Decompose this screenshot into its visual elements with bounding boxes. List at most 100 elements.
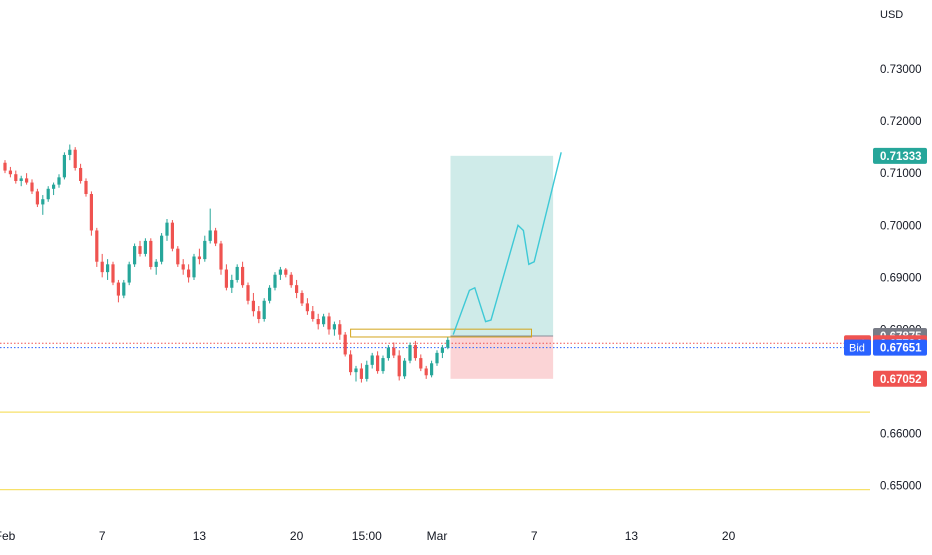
candle	[305, 298, 309, 315]
candle-body	[413, 345, 417, 359]
candle-body	[149, 240, 153, 267]
candle	[122, 279, 126, 299]
candle	[268, 285, 272, 304]
candle-body	[284, 269, 288, 275]
candle-body	[89, 194, 93, 231]
candle	[62, 152, 66, 180]
y-tick-label: 0.71000	[880, 168, 922, 180]
x-tick-label: 20	[290, 529, 304, 543]
candle	[408, 342, 412, 364]
y-tick-label: 0.66000	[880, 429, 922, 441]
y-tick-label: 0.69000	[880, 272, 922, 284]
candle-body	[219, 243, 223, 270]
x-tick-label: 13	[193, 529, 207, 543]
candle-body	[41, 199, 45, 205]
x-tick-label: 15:00	[352, 529, 382, 543]
candle-body	[214, 230, 218, 244]
candle-body	[192, 256, 196, 278]
candle-body	[295, 285, 299, 293]
candle	[311, 305, 315, 322]
candle	[343, 332, 347, 357]
candle	[349, 350, 353, 376]
y-tick-label: 0.70000	[880, 220, 922, 232]
candle	[73, 147, 77, 171]
candle-body	[235, 266, 239, 280]
candle-body	[25, 178, 29, 183]
candle-body	[251, 300, 255, 312]
candle	[127, 261, 131, 286]
candle-body	[359, 368, 363, 379]
candle-body	[127, 264, 131, 283]
candle-body	[408, 345, 412, 361]
candle	[370, 352, 374, 369]
candle	[327, 312, 331, 335]
zone-box-group	[350, 328, 532, 338]
candle-body	[8, 170, 12, 175]
candle	[25, 173, 29, 185]
candle	[413, 340, 417, 361]
candle-body	[133, 246, 137, 265]
candle	[133, 243, 137, 267]
candle-body	[95, 230, 99, 262]
candle-body	[257, 311, 261, 320]
x-tick-label: Feb	[0, 529, 16, 543]
candle-body	[440, 347, 444, 353]
x-axis: Feb 7 13 20 15:00 Mar 7 13 20	[0, 529, 736, 543]
y-tick-label: 0.72000	[880, 116, 922, 128]
candle-body	[370, 355, 374, 365]
candle-body	[392, 347, 396, 356]
candle-body	[203, 240, 207, 260]
candle-body	[262, 300, 266, 320]
candle-body	[376, 355, 380, 372]
candle-body	[35, 191, 39, 205]
candle-body	[57, 177, 61, 185]
candle	[79, 163, 83, 184]
candle	[430, 360, 434, 378]
candle	[446, 337, 450, 350]
bid-tag-bg	[844, 339, 871, 356]
candle	[295, 279, 299, 299]
candle-body	[278, 269, 282, 275]
candle-body	[116, 282, 120, 296]
candle	[197, 248, 201, 265]
candle	[84, 178, 88, 197]
stop-price-label-bg	[873, 370, 927, 387]
candle-body	[176, 248, 180, 265]
candle-body	[19, 178, 23, 181]
candle-body	[365, 364, 369, 379]
candle	[300, 290, 304, 306]
candle-body	[322, 316, 326, 325]
candle	[246, 282, 250, 305]
candle	[219, 240, 223, 275]
stop-zone	[450, 335, 554, 379]
target-zone	[450, 155, 554, 336]
candle	[392, 342, 396, 359]
candle-body	[79, 167, 83, 181]
candle-body	[446, 339, 450, 348]
candle	[322, 313, 326, 327]
candle-body	[224, 269, 228, 288]
candle-body	[62, 154, 66, 178]
candle-body	[170, 222, 174, 249]
candle	[187, 264, 191, 283]
candle	[41, 195, 45, 215]
candle-body	[289, 274, 293, 286]
candle	[289, 272, 293, 288]
candle	[95, 227, 99, 267]
candle-body	[397, 355, 401, 377]
candle	[154, 259, 158, 275]
candle	[35, 188, 39, 208]
candles	[3, 144, 450, 383]
candle	[19, 175, 23, 187]
x-tick-label: 7	[99, 529, 106, 543]
candle	[251, 292, 255, 317]
candle-body	[311, 311, 315, 320]
candle	[403, 358, 407, 379]
price-labels: 0.713330.678750.677340.676510.67052AskBi…	[844, 147, 927, 387]
candle-body	[181, 264, 185, 270]
candle	[52, 182, 56, 196]
candle	[419, 354, 423, 372]
candle-body	[316, 319, 320, 325]
